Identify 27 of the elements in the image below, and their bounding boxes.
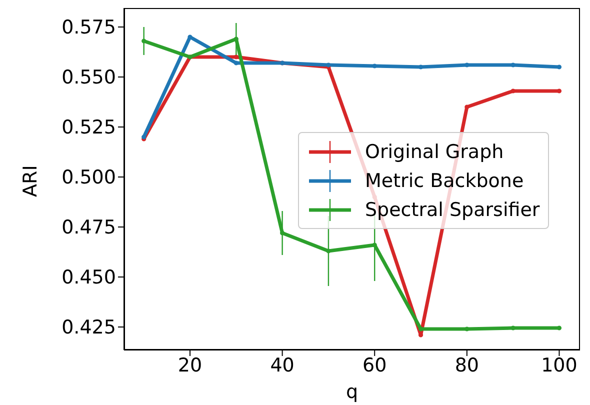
point [464,62,470,68]
legend-label: Original Graph [365,140,504,162]
y-tick-label: 0.550 [62,66,116,89]
legend-label: Spectral Sparsifier [365,198,540,220]
point [326,248,331,254]
point [510,326,516,330]
y-tick-label: 0.500 [62,166,116,189]
y-axis-title: ARI [20,165,42,197]
y-tick-label: 0.475 [62,216,116,239]
x-tick-label: 80 [454,354,480,376]
point [142,38,146,44]
y-tick-label: 0.575 [62,16,116,39]
point [234,60,238,66]
x-tick-label: 60 [362,354,387,376]
x-tick-label: 100 [541,354,578,376]
point [510,88,516,94]
point [510,62,516,68]
y-tick-label: 0.425 [62,316,116,339]
y-tick-label: 0.450 [62,266,116,289]
x-tick-label: 20 [178,354,202,376]
x-tick-label: 40 [270,354,294,376]
point [464,104,470,110]
x-axis-title: q [346,381,358,403]
y-tick-label: 0.525 [62,116,116,139]
legend-label: Metric Backbone [365,170,524,192]
point [280,230,285,236]
point [464,326,470,332]
